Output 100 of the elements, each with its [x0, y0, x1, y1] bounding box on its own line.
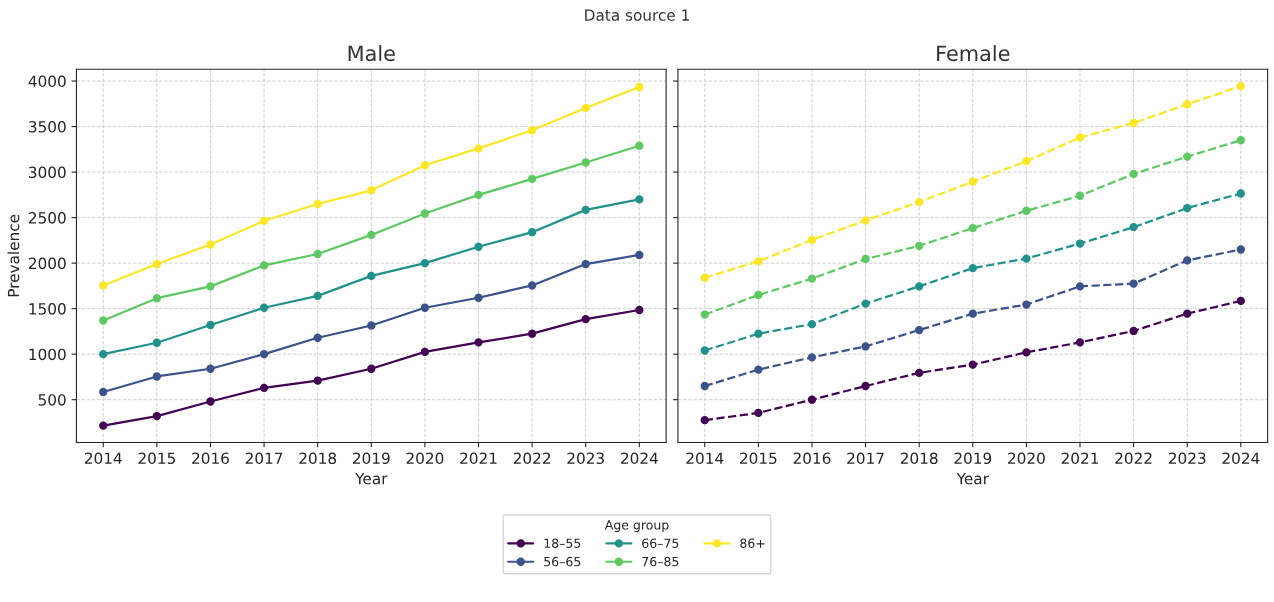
point — [915, 241, 924, 250]
point — [968, 223, 977, 233]
point — [1236, 296, 1245, 306]
y-tick-label: 3000 — [29, 166, 66, 179]
point — [968, 263, 977, 273]
point — [700, 381, 709, 391]
point — [861, 299, 870, 308]
y-tick-label: 1500 — [29, 303, 66, 315]
point — [1236, 136, 1245, 145]
x-tick-label: 2018 — [299, 452, 337, 465]
point — [420, 161, 430, 170]
point — [259, 303, 269, 312]
point — [367, 364, 376, 373]
point — [1022, 206, 1031, 215]
point — [861, 342, 870, 351]
point — [700, 310, 709, 319]
point — [259, 261, 269, 270]
legend-label: 56–65 — [544, 556, 581, 567]
point — [915, 197, 924, 207]
point — [861, 216, 870, 225]
x-tick-label: 2024 — [621, 452, 658, 465]
point — [581, 158, 590, 167]
point — [807, 319, 817, 329]
point — [1022, 254, 1031, 263]
point — [474, 242, 483, 251]
point — [99, 387, 108, 397]
point — [152, 338, 162, 347]
point — [259, 383, 269, 393]
point — [635, 250, 644, 260]
x-tick-label: 2022 — [513, 452, 551, 465]
point — [99, 350, 108, 359]
point — [99, 421, 108, 430]
point — [1129, 169, 1138, 179]
point — [152, 372, 162, 381]
point — [807, 353, 817, 362]
point — [420, 303, 430, 312]
point — [754, 329, 763, 338]
point — [527, 281, 537, 290]
x-tick-label: 2019 — [352, 452, 390, 465]
point — [259, 350, 269, 359]
point — [474, 190, 483, 200]
point — [474, 293, 483, 302]
legend-label: 76–85 — [642, 556, 679, 567]
point — [420, 209, 430, 218]
point — [152, 411, 162, 421]
point — [313, 249, 322, 259]
point — [527, 228, 537, 237]
y-axis-title: Prevalence — [7, 214, 20, 297]
x-tick-label: 2021 — [460, 452, 497, 465]
point — [754, 365, 763, 374]
x-tick-label: 2021 — [1061, 452, 1099, 465]
chart-title: Male — [348, 45, 395, 62]
point — [99, 281, 108, 290]
point — [1236, 81, 1245, 91]
point — [1183, 256, 1192, 265]
x-tick-label: 2014 — [84, 452, 122, 465]
legend-label: 18–55 — [544, 538, 581, 548]
point — [1183, 309, 1192, 318]
point — [206, 320, 215, 330]
x-tick-label: 2020 — [406, 452, 444, 465]
x-tick-label: 2017 — [847, 452, 884, 465]
point — [635, 141, 644, 150]
x-tick-label: 2020 — [1008, 452, 1045, 465]
point — [420, 258, 430, 268]
x-tick-label: 2017 — [245, 452, 283, 465]
y-tick-label: 2000 — [28, 257, 66, 270]
point — [206, 282, 215, 291]
point — [1236, 189, 1245, 198]
legend-label: 86+ — [740, 538, 765, 548]
x-tick-label: 2016 — [793, 452, 831, 465]
point — [259, 216, 269, 225]
point — [152, 294, 162, 303]
y-tick-label: 500 — [38, 394, 66, 406]
point — [367, 271, 376, 281]
x-tick-label: 2019 — [954, 452, 992, 465]
x-axis-title: Year — [355, 473, 388, 485]
point — [367, 230, 376, 240]
point — [1075, 282, 1085, 291]
point — [206, 364, 215, 373]
y-tick-label: 3500 — [29, 121, 66, 133]
point — [861, 254, 870, 264]
x-tick-label: 2016 — [192, 452, 229, 465]
x-axis-title: Year — [956, 473, 989, 485]
y-tick-label: 4000 — [28, 75, 66, 88]
point — [807, 395, 817, 404]
y-tick-label: 1000 — [29, 348, 66, 361]
x-tick-label: 2023 — [1168, 452, 1206, 465]
point — [99, 316, 108, 325]
chart-title: Female — [937, 45, 1010, 62]
x-tick-label: 2015 — [138, 452, 175, 465]
point — [527, 174, 537, 184]
point — [206, 240, 215, 249]
x-tick-label: 2018 — [900, 452, 938, 465]
point — [1075, 191, 1085, 200]
point — [700, 273, 709, 282]
point — [968, 360, 977, 369]
point — [1022, 348, 1031, 357]
point — [700, 416, 709, 425]
point — [581, 205, 590, 215]
point — [1183, 203, 1192, 213]
